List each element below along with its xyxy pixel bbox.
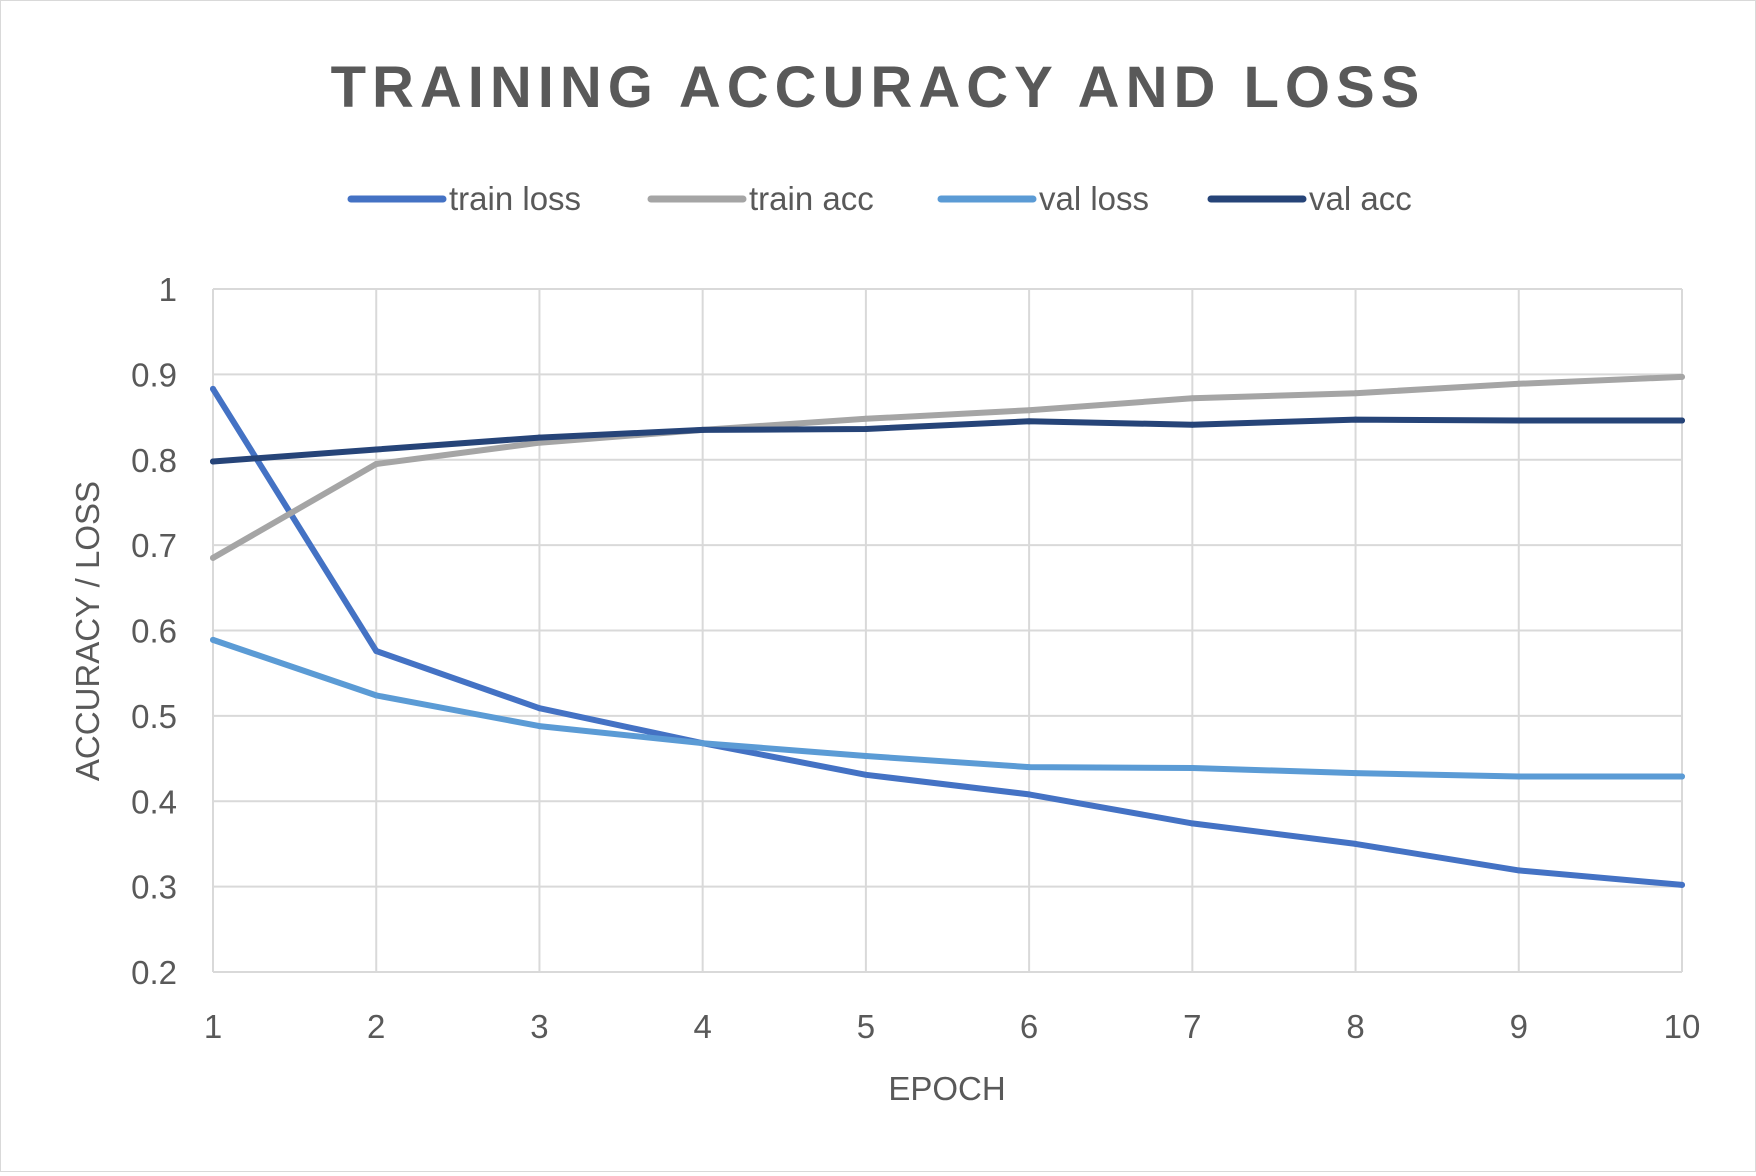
legend-item-train-loss: train loss [347, 180, 581, 217]
chart-title: TRAINING ACCURACY AND LOSS [331, 55, 1426, 120]
data-point-train-acc [1189, 395, 1196, 402]
data-point-val-loss [1026, 764, 1033, 771]
data-point-val-loss [699, 740, 706, 747]
data-point-train-acc [1515, 380, 1522, 387]
data-point-val-loss [1679, 773, 1685, 780]
data-point-val-acc [862, 426, 869, 433]
y-tick-label: 0.4 [131, 783, 177, 820]
data-point-val-loss [1515, 773, 1522, 780]
y-tick-label: 0.3 [131, 869, 177, 906]
x-tick-label: 4 [693, 1008, 711, 1045]
data-point-val-acc [699, 426, 706, 433]
data-point-train-loss [210, 385, 216, 392]
series-line-train-acc [210, 373, 1685, 561]
series-line-train-loss [210, 385, 1685, 888]
x-tick-label: 1 [204, 1008, 222, 1045]
x-tick-label: 6 [1020, 1008, 1038, 1045]
x-axis-label: EPOCH [888, 1070, 1005, 1107]
data-point-train-loss [1352, 840, 1359, 847]
x-axis-ticks: 1 2 3 4 5 6 7 8 9 10 [204, 1008, 1701, 1045]
x-tick-label: 9 [1510, 1008, 1528, 1045]
series-lines [210, 373, 1685, 888]
x-tick-label: 3 [530, 1008, 548, 1045]
legend-item-train-acc: train acc [647, 180, 874, 217]
y-tick-label: 0.6 [131, 613, 177, 650]
data-point-train-acc [536, 439, 543, 446]
data-point-val-loss [1352, 770, 1359, 777]
x-tick-label: 10 [1664, 1008, 1701, 1045]
x-tick-label: 2 [367, 1008, 385, 1045]
data-point-train-acc [210, 554, 216, 561]
grid [212, 288, 1683, 973]
series-line-val-loss [210, 636, 1685, 780]
y-tick-label: 1 [159, 271, 177, 308]
y-tick-label: 0.7 [131, 527, 177, 564]
data-point-val-acc [373, 446, 380, 453]
data-point-train-loss [1189, 820, 1196, 827]
y-axis-ticks: 0.2 0.3 0.4 0.5 0.6 0.7 0.8 0.9 1 [131, 271, 177, 991]
y-tick-label: 0.8 [131, 442, 177, 479]
data-point-val-loss [862, 753, 869, 760]
data-point-train-loss [1026, 791, 1033, 798]
legend-label: train acc [749, 180, 874, 217]
data-point-val-loss [1189, 764, 1196, 771]
y-tick-label: 0.5 [131, 698, 177, 735]
y-tick-label: 0.2 [131, 954, 177, 991]
y-tick-label: 0.9 [131, 356, 177, 393]
data-point-val-acc [1026, 418, 1033, 425]
legend-item-val-acc: val acc [1207, 180, 1412, 217]
data-point-val-loss [210, 636, 216, 643]
x-tick-label: 5 [857, 1008, 875, 1045]
data-point-val-acc [1515, 417, 1522, 424]
x-tick-label: 8 [1346, 1008, 1364, 1045]
legend-item-val-loss: val loss [937, 180, 1149, 217]
y-axis-label: ACCURACY / LOSS [69, 481, 106, 781]
data-point-train-acc [373, 461, 380, 468]
data-point-train-acc [1352, 390, 1359, 397]
data-point-train-acc [1679, 373, 1685, 380]
series-line-val-acc [210, 416, 1685, 465]
data-point-val-loss [373, 692, 380, 699]
data-point-val-loss [536, 723, 543, 730]
data-point-train-loss [1515, 867, 1522, 874]
data-point-val-acc [1189, 421, 1196, 428]
data-point-val-acc [536, 434, 543, 441]
x-tick-label: 7 [1183, 1008, 1201, 1045]
data-point-train-loss [373, 647, 380, 654]
data-point-train-acc [1026, 407, 1033, 414]
data-point-train-loss [536, 705, 543, 712]
data-point-val-acc [1352, 416, 1359, 423]
legend: train loss train acc val loss val acc [347, 180, 1412, 217]
legend-label: train loss [449, 180, 581, 217]
data-point-train-loss [1679, 881, 1685, 888]
data-point-train-acc [862, 415, 869, 422]
legend-label: val loss [1039, 180, 1149, 217]
data-point-val-acc [210, 458, 216, 465]
data-point-train-loss [862, 771, 869, 778]
data-point-val-acc [1679, 417, 1685, 424]
legend-label: val acc [1309, 180, 1412, 217]
